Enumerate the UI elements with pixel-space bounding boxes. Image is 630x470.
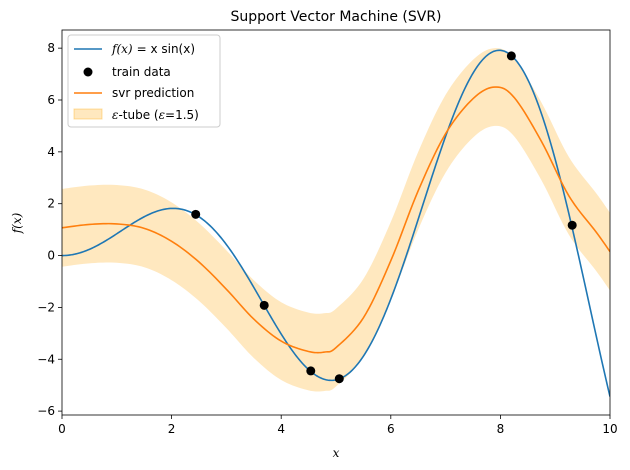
legend-label-svr: svr prediction xyxy=(112,86,194,100)
legend: f(x) = x sin(x) train data svr prediction… xyxy=(67,34,221,128)
y-tick-label: 4 xyxy=(47,145,55,159)
y-axis-label: f(x) xyxy=(10,212,24,234)
train-point xyxy=(506,51,516,61)
train-point xyxy=(306,366,316,376)
series-line-svr xyxy=(62,86,610,354)
x-tick-label: 8 xyxy=(497,422,505,436)
y-tick-label: −6 xyxy=(37,404,55,418)
train-point xyxy=(191,209,201,219)
y-tick-label: 6 xyxy=(47,93,55,107)
x-axis-ticks: 0 2 4 6 8 10 xyxy=(58,415,618,436)
epsilon-tube-layer xyxy=(62,48,610,392)
train-point xyxy=(259,300,269,310)
train-point xyxy=(567,220,577,230)
x-tick-label: 2 xyxy=(168,422,176,436)
train-point xyxy=(334,374,344,384)
x-axis-label: x xyxy=(333,446,340,460)
y-tick-label: 0 xyxy=(47,249,55,263)
plot-frame xyxy=(61,29,611,416)
x-tick-label: 6 xyxy=(387,422,395,436)
legend-label-f: f(x) = x sin(x) xyxy=(111,42,195,56)
epsilon-tube-band xyxy=(62,48,610,392)
legend-label-train: train data xyxy=(112,65,171,79)
legend-swatch-train-point xyxy=(83,67,93,77)
legend-frame xyxy=(67,34,221,128)
x-tick-label: 10 xyxy=(602,422,617,436)
x-tick-label: 0 xyxy=(58,422,66,436)
y-tick-label: −2 xyxy=(37,300,55,314)
legend-label-tube: ε-tube (ε=1.5) xyxy=(112,108,199,122)
train-points-layer xyxy=(191,51,577,384)
chart-title: Support Vector Machine (SVR) xyxy=(230,9,441,25)
y-tick-label: 8 xyxy=(47,41,55,55)
y-tick-label: 2 xyxy=(47,197,55,211)
legend-swatch-tube xyxy=(73,108,103,120)
plot-area xyxy=(62,48,610,397)
y-axis-ticks: −6 −4 −2 0 2 4 6 8 xyxy=(37,41,62,418)
y-tick-label: −4 xyxy=(37,352,55,366)
x-tick-label: 4 xyxy=(277,422,285,436)
